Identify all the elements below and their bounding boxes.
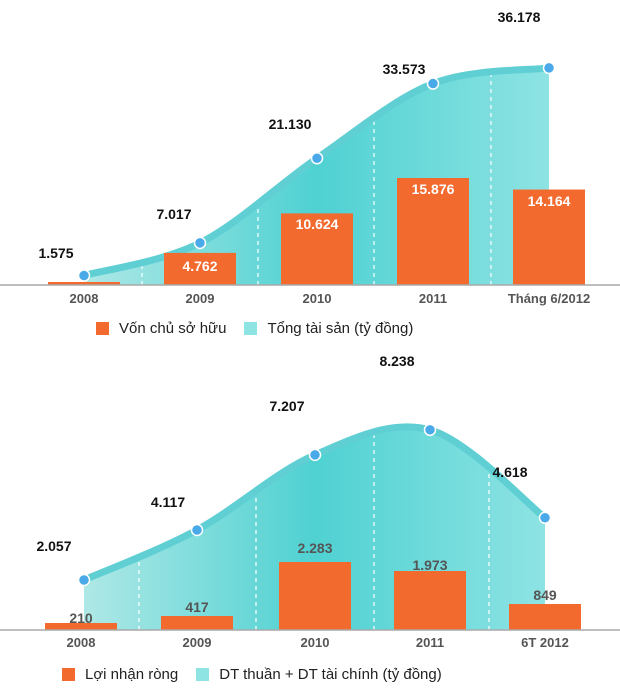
x-tick-label: 2008 [70,291,99,306]
legend-swatch-bar [62,668,75,681]
area-value-label: 7.017 [156,206,191,222]
legend-chart-1: Vốn chủ sở hữu Tổng tài sản (tỷ đồng) [96,320,431,337]
legend-label: Lợi nhận ròng [85,666,179,683]
legend-item: Tổng tài sản (tỷ đồng) [244,320,413,337]
data-point [77,269,91,282]
bar [281,213,353,285]
chart-revenue-profit: 2.057 4.117 7.207 8.238 4.618 210 417 2.283 1.97… [0,350,620,650]
data-point [308,448,322,462]
x-tick-label: 2009 [183,635,212,650]
area-value-label: 4.117 [151,494,185,510]
x-tick-label: 2011 [416,635,444,650]
x-tick-label: 2010 [303,291,332,306]
bar [397,178,469,285]
data-point [193,236,207,250]
data-point [542,61,556,75]
legend-item: DT thuần + DT tài chính (tỷ đồng) [196,666,442,683]
bar [509,604,581,630]
x-tick-label: Tháng 6/2012 [508,291,590,306]
bar [45,623,117,630]
data-point [423,423,437,437]
bar-value-label: 210 [69,610,93,626]
legend-chart-2: Lợi nhận ròng DT thuần + DT tài chính (t… [62,666,460,683]
bar-value-label: 4.762 [182,258,217,274]
data-point [538,511,552,525]
legend-label: Vốn chủ sở hữu [119,320,227,337]
bar [48,282,120,285]
area-value-label: 7.207 [269,398,304,414]
area-value-label: 2.057 [36,538,71,554]
bar-value-label: 10.624 [296,216,339,232]
data-point [426,77,440,90]
chart-total-assets: 1.575 7.017 21.130 33.573 36.178 4.762 10.624 1… [0,9,620,306]
area-value-label: 4.618 [492,464,527,480]
area-value-label: 8.238 [379,353,414,369]
legend-item: Vốn chủ sở hữu [96,320,226,337]
data-point [77,573,91,587]
bar-value-label: 14.164 [528,193,571,209]
data-point [310,151,324,165]
bar-value-label: 15.876 [412,181,455,197]
x-tick-label: 2008 [67,635,96,650]
bar [394,571,466,630]
legend-swatch-bar [96,322,109,335]
bar [164,252,236,285]
data-point [190,523,204,537]
x-tick-label: 2011 [419,291,447,306]
x-tick-label: 2010 [301,635,330,650]
bar [513,189,585,285]
bar-value-label: 849 [533,587,557,603]
area-value-label: 33.573 [383,61,426,77]
legend-swatch-area [244,322,258,335]
legend-item: Lợi nhận ròng [62,666,178,683]
area-value-label: 1.575 [38,245,73,261]
legend-swatch-area [196,668,210,681]
legend-label: DT thuần + DT tài chính (tỷ đồng) [219,666,442,683]
bar-value-label: 2.283 [297,540,332,556]
x-tick-label: 2009 [186,291,215,306]
bar [279,562,351,630]
bar-value-label: 417 [185,599,209,615]
area-value-label: 21.130 [269,116,312,132]
bar [161,616,233,630]
legend-label: Tổng tài sản (tỷ đồng) [267,320,414,337]
bar-value-label: 1.973 [412,557,447,573]
area-value-label: 36.178 [498,9,541,25]
x-tick-label: 6T 2012 [521,635,569,650]
